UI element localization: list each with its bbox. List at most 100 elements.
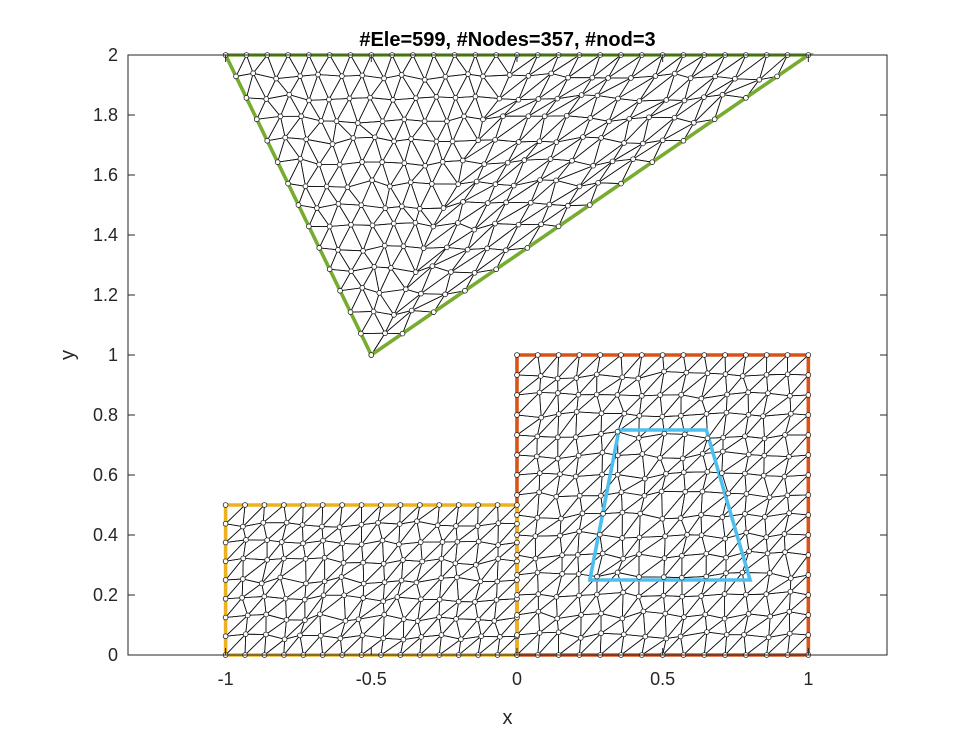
mesh-node [763,534,770,540]
mesh-node [455,598,462,605]
mesh-node [421,118,428,125]
mesh-node [514,558,520,565]
mesh-node [495,556,501,562]
mesh-node [719,91,726,98]
mesh-node [788,410,794,417]
mesh-node [805,572,812,578]
mesh-node [589,74,596,81]
mesh-node [317,632,324,639]
mesh-node [503,199,509,206]
mesh-node [408,136,414,142]
mesh-node [658,488,665,495]
mesh-node [433,94,440,100]
mesh-node [342,618,349,624]
mesh-node [661,368,667,375]
mesh-node [711,116,718,123]
region-boundary-trapezoid-3 [587,428,753,582]
mesh-node [638,393,645,399]
mesh-node [599,449,606,456]
mesh-node [553,594,560,600]
y-tick-label: 1.8 [93,105,118,125]
mesh-node [448,269,454,275]
mesh-node [455,502,462,508]
mesh-node [379,118,386,125]
mesh-node [297,632,303,639]
mesh-node [339,502,345,508]
mesh-node [535,591,542,597]
mesh-node [587,202,593,208]
mesh-node [263,611,269,618]
mesh-node [553,139,560,145]
mesh-nodes [222,52,812,658]
mesh-node [243,95,250,101]
mesh-node [417,539,424,545]
mesh-node [703,573,709,580]
mesh-node [636,98,643,104]
mesh-node [302,617,308,623]
axis-ticks: -1 -0.5 0 0.5 1 0 0.2 0.4 0.6 0.8 1 1.2 1.4 1.6 1.8 2 [93,45,887,689]
y-tick-label: 0.2 [93,585,118,605]
mesh-node [494,578,501,585]
mesh-node [576,492,583,499]
mesh-node [671,114,678,121]
mesh-node [461,113,467,120]
mesh-node [337,635,344,642]
mesh-node [659,137,666,144]
mesh-node [306,97,312,104]
mesh-node [222,520,229,527]
mesh-node [663,470,669,477]
mesh-node [661,555,668,561]
mesh-node [514,512,520,518]
mesh-node [348,221,354,228]
mesh-node [278,539,285,545]
mesh-node [335,201,342,207]
mesh-node [514,472,520,478]
mesh-node [621,140,627,146]
mesh-node [381,611,388,618]
mesh-node [767,613,773,620]
mesh-node [723,554,729,561]
mesh-node [394,594,401,600]
mesh-node [646,114,652,121]
mesh-node [340,560,347,566]
mesh-node [684,531,690,538]
mesh-node [532,533,539,539]
mesh-node [576,528,582,535]
mesh-node [621,410,628,417]
mesh-node [302,556,309,562]
mesh-node [745,411,752,418]
mesh-node [619,615,626,622]
mesh-node [514,532,520,538]
mesh-node [579,510,586,517]
mesh-node [555,352,562,358]
mesh-node [303,580,309,587]
mesh-node [598,431,604,437]
mesh-node [621,631,627,638]
mesh-node [663,97,670,103]
mesh-node [702,611,709,618]
mesh-node [763,591,770,597]
mesh-node [573,434,579,440]
mesh-node [786,510,792,516]
mesh-node [359,284,366,291]
mesh-node [492,220,498,227]
mesh-node [636,534,643,541]
mesh-node [438,575,444,581]
mesh-node [742,511,748,517]
x-tick-label: 1 [803,669,813,689]
mesh-node [681,97,688,104]
mesh-node [414,518,420,524]
mesh-node [534,514,541,521]
mesh-node [281,555,287,562]
mesh-node [576,352,583,358]
mesh-node [323,183,330,190]
mesh-node [598,492,604,499]
mesh-node [495,520,502,526]
mesh-node [576,592,582,599]
mesh-node [719,448,726,455]
mesh-node [597,531,603,538]
mesh-node [619,374,626,381]
mesh-node [300,540,306,547]
mesh-node [401,116,408,123]
mesh-node [609,158,616,165]
